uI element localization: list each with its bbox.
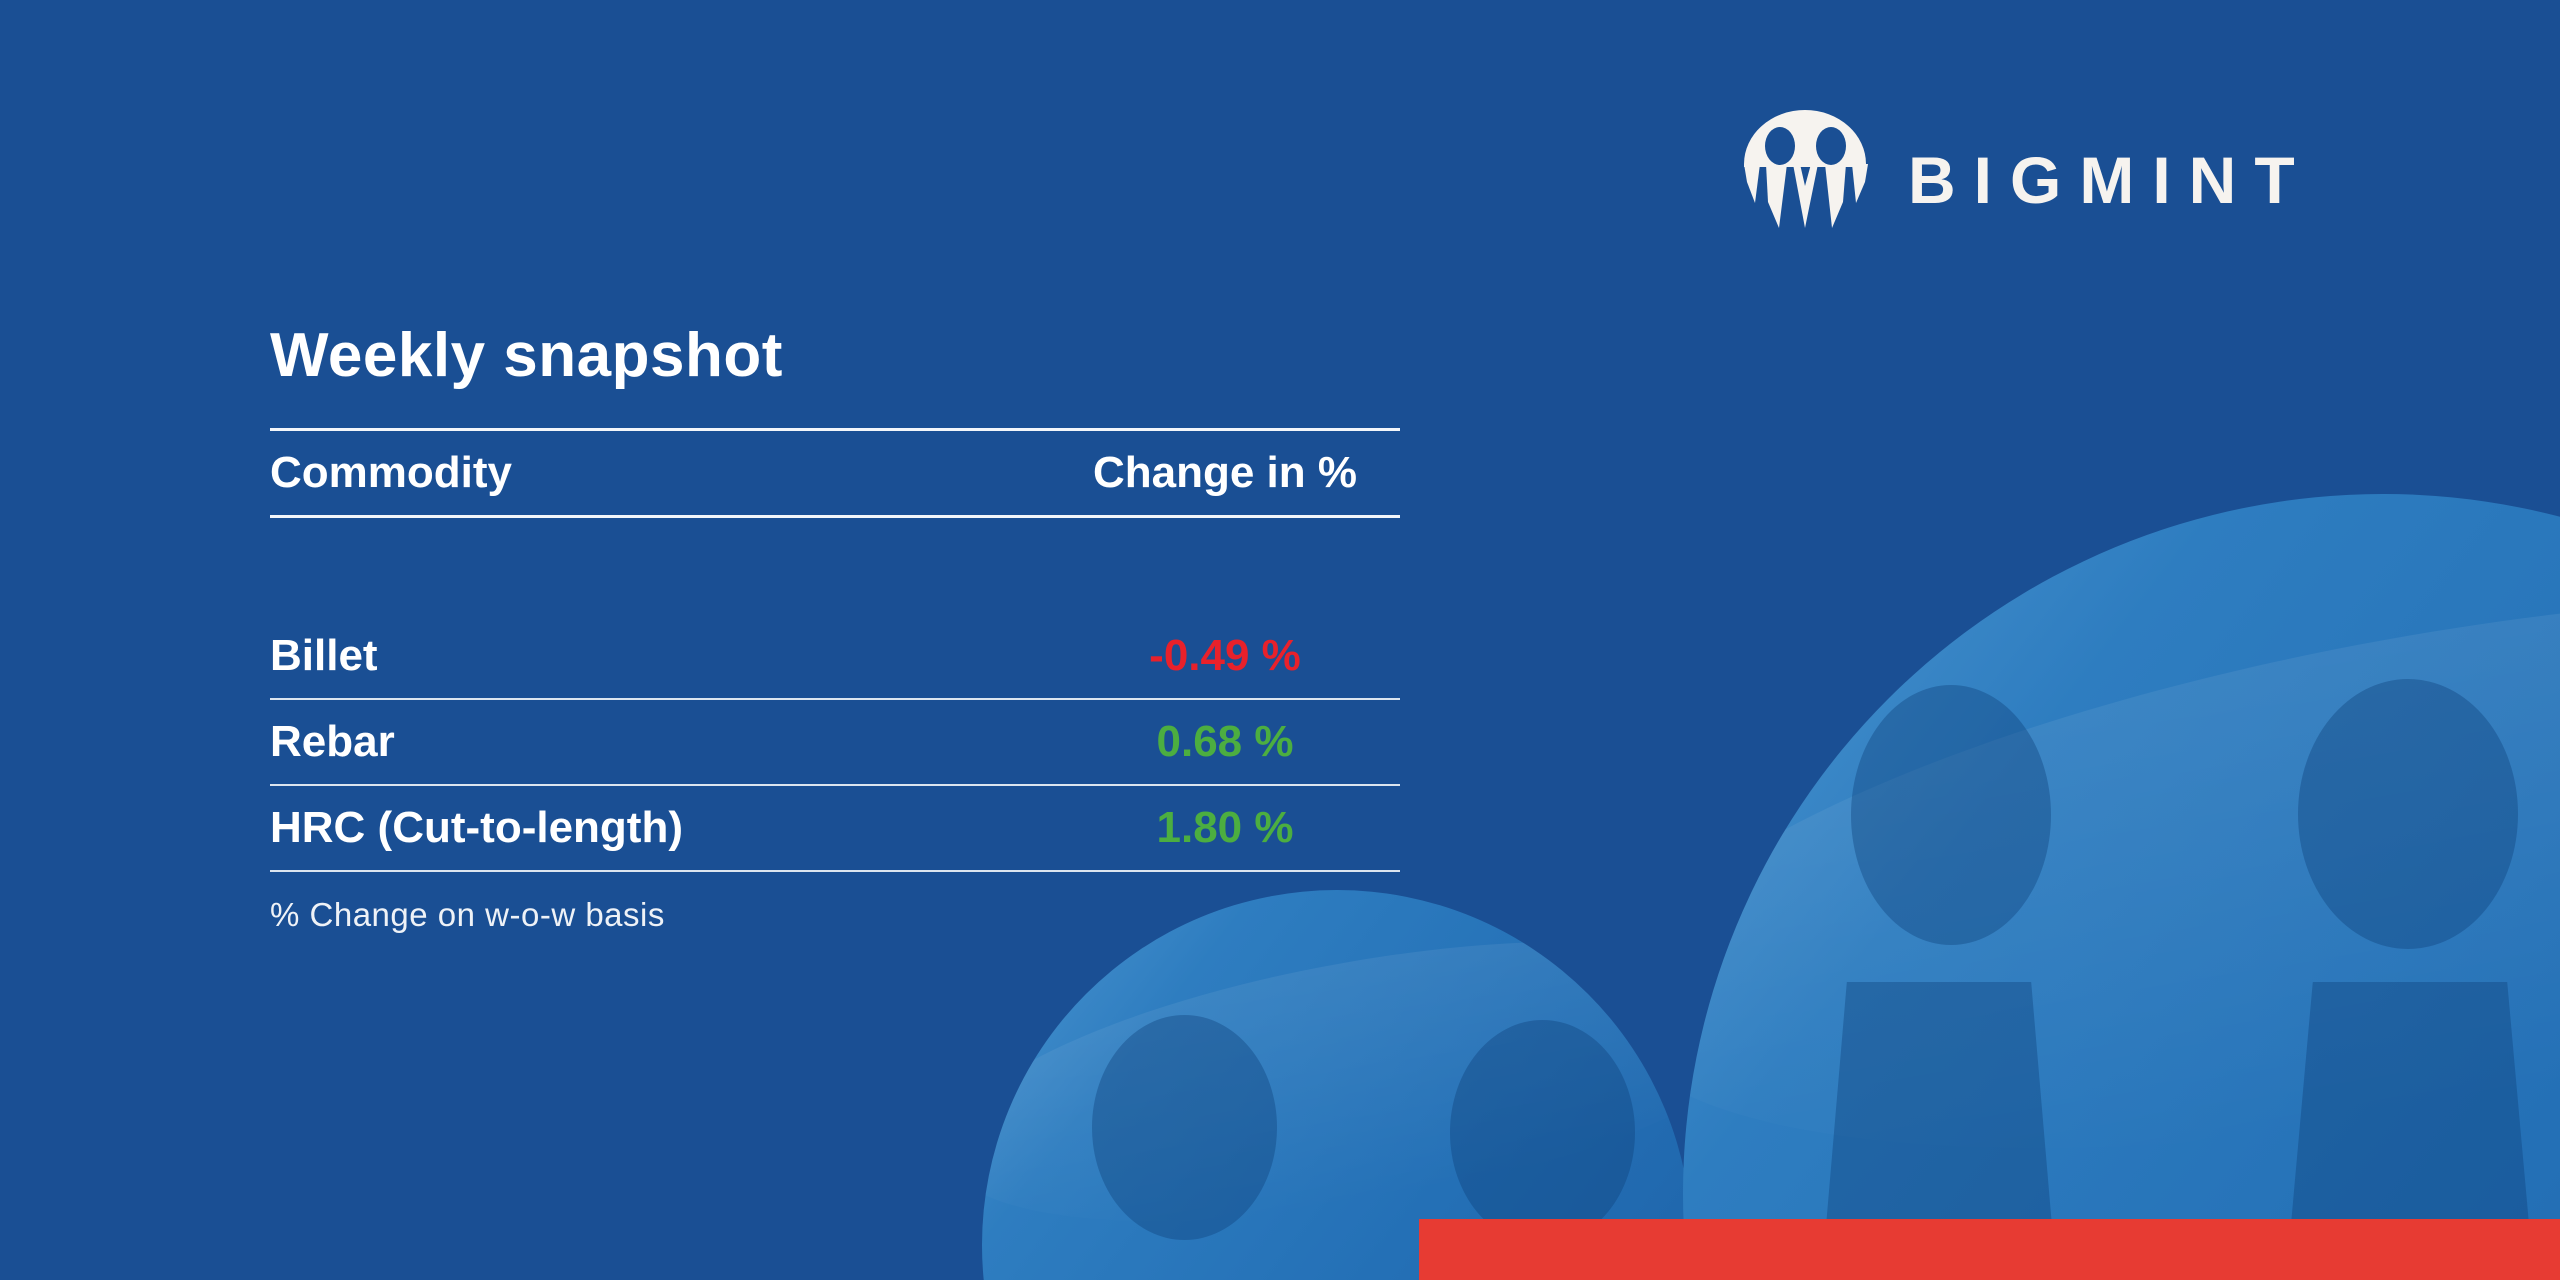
column-header-change: Change in %	[1092, 448, 1358, 498]
table-row: Rebar 0.68 %	[270, 700, 1400, 787]
table-header-row: Commodity Change in %	[270, 431, 1400, 515]
table-row: HRC (Cut-to-length) 1.80 %	[270, 786, 1400, 873]
bigmint-logo-icon	[1744, 110, 1868, 228]
commodity-label: Rebar	[270, 717, 395, 767]
divider-top	[270, 428, 1400, 432]
commodity-label: HRC (Cut-to-length)	[270, 803, 683, 853]
page-title: Weekly snapshot	[270, 321, 783, 390]
table-row: Billet -0.49 %	[270, 614, 1400, 701]
decor-sphere-large	[1683, 494, 2560, 1280]
divider-header	[270, 515, 1400, 519]
column-header-commodity: Commodity	[270, 448, 512, 498]
brand-logo: BIGMINT	[1742, 108, 2313, 250]
table-body: Billet -0.49 % Rebar 0.68 % HRC (Cut-to-…	[270, 614, 1400, 873]
table-gap	[270, 518, 1400, 614]
change-value: -0.49 %	[1149, 631, 1301, 681]
footnote: % Change on w-o-w basis	[270, 896, 665, 934]
change-value: 0.68 %	[1156, 717, 1294, 767]
watermark-person-head	[1851, 685, 2051, 945]
change-value: 1.80 %	[1156, 803, 1294, 853]
watermark-person-head	[2298, 679, 2518, 949]
watermark-person-head	[1450, 1020, 1635, 1245]
brand-wordmark: BIGMINT	[1908, 143, 2313, 217]
accent-bar	[1419, 1219, 2560, 1280]
watermark-person-head	[1092, 1015, 1277, 1240]
weekly-snapshot-panel: Weekly snapshot Commodity Change in % Bi…	[270, 321, 1400, 934]
commodity-label: Billet	[270, 631, 378, 681]
decor-sphere-small	[982, 890, 1692, 1280]
